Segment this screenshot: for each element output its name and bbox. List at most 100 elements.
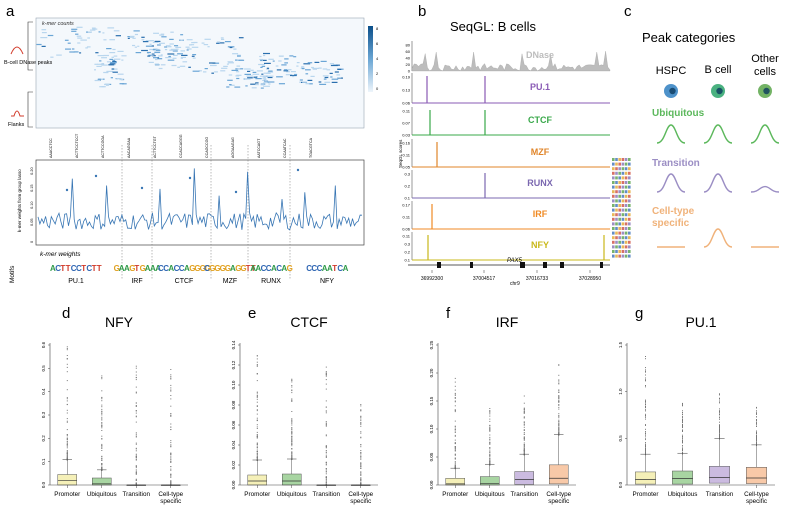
outlier-point [325, 478, 327, 480]
heatmap-cell [221, 67, 228, 69]
cell-type-label: Other [751, 53, 779, 65]
sequence-glyph [624, 240, 628, 244]
outlier-point [135, 469, 137, 471]
outlier-point [325, 424, 327, 425]
sequence-glyph [621, 194, 625, 198]
outlier-point [66, 456, 68, 457]
motif-logo-letter: T [81, 264, 86, 273]
heatmap-cell [214, 71, 218, 73]
outlier-point [756, 434, 757, 436]
heatmap-cell [237, 55, 241, 57]
peak-curve [656, 124, 686, 144]
outlier-point [489, 411, 491, 412]
motif-logo-letter: A [327, 264, 333, 273]
heatmap-cell [329, 63, 334, 65]
sequence-glyph [621, 181, 625, 184]
heatmap-cell [193, 41, 198, 44]
outlier-point [256, 424, 258, 426]
outlier-point [291, 451, 293, 453]
outlier-point [170, 369, 172, 370]
outlier-point [523, 411, 525, 413]
heatmap-cell [41, 29, 47, 31]
sequence-glyph [615, 185, 618, 189]
outlier-point [645, 453, 646, 455]
outlier-point [101, 459, 103, 461]
motif-name: CTCF [175, 278, 194, 285]
heatmap-cell [141, 36, 145, 38]
sequence-glyph [621, 171, 625, 175]
outlier-point [135, 471, 137, 473]
outlier-point [558, 382, 560, 384]
outlier-point [523, 402, 525, 404]
heatmap-cell [258, 63, 265, 66]
sequence-glyph [612, 245, 615, 249]
heatmap-cell [115, 35, 121, 37]
heatmap-cell [308, 83, 313, 85]
heatmap-cell [175, 46, 182, 48]
cell-type-label: B cell [705, 64, 732, 76]
heatmap-cell [149, 43, 152, 45]
outlier-point [101, 430, 103, 431]
outlier-point [360, 425, 362, 427]
outlier-point [135, 410, 137, 412]
dnase-signal [411, 51, 611, 72]
outlier-point [101, 438, 103, 440]
heatmap-cell [173, 54, 178, 56]
outlier-point [291, 418, 293, 420]
outlier-point [558, 395, 560, 396]
motif-logo-letter: G [287, 264, 293, 273]
outlier-point [360, 446, 362, 448]
outlier-point [325, 473, 327, 475]
outlier-point [454, 401, 456, 403]
outlier-point [454, 446, 456, 448]
heatmap-cell [283, 70, 289, 72]
heatmap-cell [310, 75, 315, 77]
outlier-point [360, 465, 362, 467]
outlier-point [360, 457, 362, 459]
outlier-point [135, 436, 137, 438]
sequence-glyph [624, 167, 628, 171]
iqr-box [57, 474, 77, 486]
outlier-point [719, 398, 720, 400]
track-ytick: 0.13 [402, 88, 411, 93]
sequence-glyph [628, 222, 631, 226]
track-irf: 0.17 0.11 0.06 IRF [402, 201, 610, 232]
outlier-point [101, 419, 103, 421]
outlier-point [66, 363, 68, 365]
sequence-glyph [618, 167, 621, 171]
panel-b-letter: b [418, 3, 426, 20]
outlier-point [558, 415, 560, 416]
heatmap-cell [333, 64, 336, 66]
outlier-point [360, 480, 362, 482]
outlier-point [454, 409, 456, 411]
outlier-point [360, 466, 362, 468]
outlier-point [325, 374, 327, 376]
outlier-point [558, 364, 560, 366]
heatmap-cell [337, 68, 342, 70]
outlier-point [454, 464, 456, 466]
heatmap-cell [220, 37, 224, 39]
kmer-heatmap [35, 17, 365, 129]
outlier-point [170, 405, 172, 407]
outlier-point [523, 436, 525, 438]
outlier-point [489, 462, 491, 464]
outlier-point [523, 411, 525, 413]
motif-logo-letter: G [240, 264, 246, 273]
outlier-point [454, 411, 456, 413]
heatmap-cell [112, 61, 117, 63]
heatmap-cell [296, 62, 300, 64]
outlier-point [489, 420, 491, 422]
outlier-point [523, 416, 525, 418]
sequence-glyph [612, 171, 615, 175]
outlier-point [489, 463, 491, 465]
outlier-point [101, 466, 103, 468]
outlier-point [523, 409, 525, 410]
heatmap-cell [216, 41, 221, 43]
kmer-label: TGACGTCA [309, 137, 313, 158]
track-name: RUNX [527, 178, 553, 188]
heatmap-cell [247, 70, 251, 72]
heatmap-cell [191, 42, 195, 44]
outlier-point [170, 429, 172, 430]
